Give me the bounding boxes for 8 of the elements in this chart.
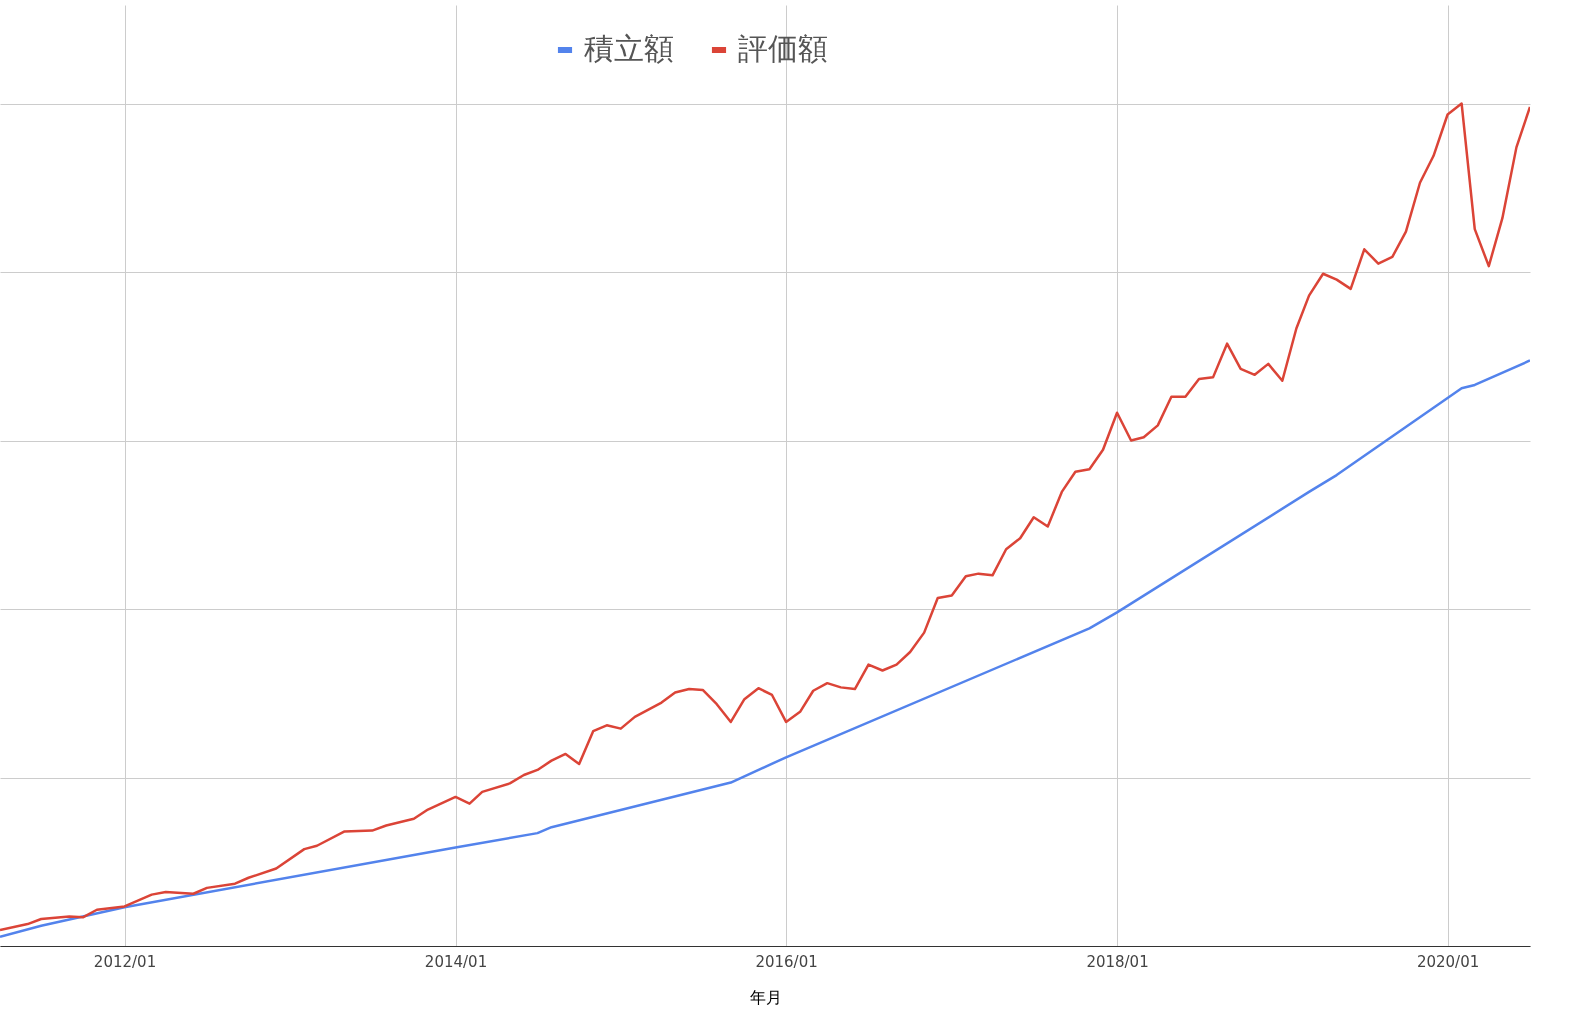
x-tick-label: 2012/01 bbox=[93, 952, 157, 971]
legend-label: 積立額 bbox=[584, 31, 674, 66]
x-tick-label: 2020/01 bbox=[1416, 952, 1480, 971]
x-tick-label: 2018/01 bbox=[1086, 952, 1149, 971]
x-tick-label: 2014/01 bbox=[424, 952, 488, 971]
legend-label: 評価額 bbox=[738, 31, 828, 66]
x-tick-label: 2016/01 bbox=[755, 952, 818, 971]
x-axis-title: 年月 bbox=[749, 987, 782, 1007]
